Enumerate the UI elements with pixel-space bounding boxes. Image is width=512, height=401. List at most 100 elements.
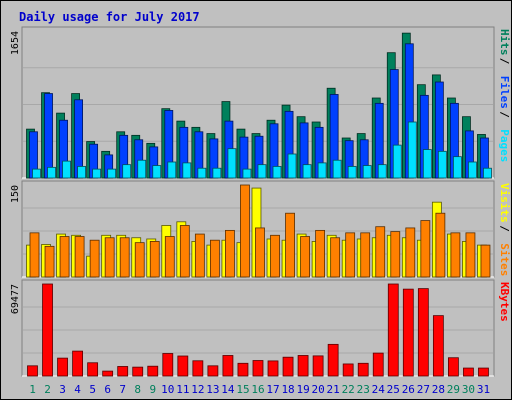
axis-max-label: 150 bbox=[10, 185, 21, 203]
bar-sites-day-16 bbox=[255, 227, 265, 278]
bar-sites-day-21 bbox=[330, 237, 341, 278]
day-label-23: 23 bbox=[357, 383, 370, 396]
bar-sites-day-20 bbox=[315, 229, 326, 278]
bar-kbytes-day-1 bbox=[27, 365, 38, 377]
bar-pages-day-2 bbox=[47, 166, 56, 179]
bar-kbytes-day-10 bbox=[162, 353, 174, 377]
bar-sites-day-1 bbox=[29, 232, 40, 278]
bar-sites-day-26 bbox=[405, 227, 416, 278]
bar-pages-day-26 bbox=[407, 121, 417, 179]
bar-sites-day-23 bbox=[360, 232, 371, 278]
bar-sites-day-8 bbox=[134, 242, 145, 278]
bar-pages-day-17 bbox=[272, 166, 282, 179]
legend-sites: Sites bbox=[498, 243, 511, 276]
bar-pages-day-13 bbox=[212, 167, 222, 179]
legend-visits: Visits bbox=[498, 183, 511, 223]
bar-kbytes-day-20 bbox=[312, 355, 324, 377]
day-label-19: 19 bbox=[296, 383, 309, 396]
bar-kbytes-day-5 bbox=[87, 362, 99, 377]
bar-sites-day-2 bbox=[44, 245, 55, 278]
bar-kbytes-day-9 bbox=[147, 365, 159, 377]
bar-pages-day-12 bbox=[197, 167, 207, 179]
bar-sites-day-30 bbox=[465, 232, 476, 278]
day-label-27: 27 bbox=[417, 383, 430, 396]
day-axis: 1 2 3 4 5 6 7 8 9 10 11 12 13 14 15 16 17 18 19 20 21 22 23 24 2… bbox=[29, 383, 490, 396]
bar-kbytes-day-21 bbox=[327, 343, 339, 377]
day-label-1: 1 bbox=[29, 383, 36, 396]
bar-pages-day-22 bbox=[347, 166, 357, 179]
bar-kbytes-day-2 bbox=[42, 283, 53, 377]
bar-kbytes-day-28 bbox=[432, 315, 444, 377]
legend-separator: / bbox=[498, 58, 511, 65]
bar-pages-day-20 bbox=[317, 162, 327, 179]
bar-pages-day-11 bbox=[182, 162, 192, 179]
bar-sites-day-14 bbox=[225, 229, 235, 278]
day-label-8: 8 bbox=[134, 383, 141, 396]
bar-pages-day-23 bbox=[362, 165, 372, 179]
day-label-30: 30 bbox=[462, 383, 475, 396]
bar-kbytes-day-29 bbox=[448, 357, 459, 377]
bar-sites-day-27 bbox=[420, 220, 431, 278]
bar-pages-day-24 bbox=[377, 164, 387, 179]
bar-kbytes-day-8 bbox=[132, 366, 144, 377]
bar-sites-day-13 bbox=[209, 239, 220, 278]
bar-sites-day-28 bbox=[435, 212, 446, 278]
bar-kbytes-day-17 bbox=[267, 360, 279, 377]
bar-sites-day-24 bbox=[375, 226, 386, 278]
bar-pages-day-5 bbox=[92, 168, 102, 179]
day-label-2: 2 bbox=[44, 383, 51, 396]
day-label-22: 22 bbox=[342, 383, 355, 396]
bar-kbytes-day-11 bbox=[177, 355, 189, 377]
bar-pages-day-19 bbox=[302, 164, 312, 179]
bar-sites-day-7 bbox=[119, 237, 130, 278]
bar-pages-day-4 bbox=[77, 166, 86, 179]
bar-kbytes-day-3 bbox=[57, 357, 68, 377]
day-label-26: 26 bbox=[402, 383, 415, 396]
bar-sites-day-5 bbox=[89, 239, 100, 278]
bar-pages-day-25 bbox=[392, 144, 402, 179]
bar-pages-day-7 bbox=[122, 164, 132, 179]
panel-border bbox=[21, 279, 495, 377]
day-label-9: 9 bbox=[149, 383, 156, 396]
legend-files: Files bbox=[498, 76, 511, 109]
bar-kbytes-day-4 bbox=[72, 350, 83, 377]
day-label-16: 16 bbox=[251, 383, 264, 396]
bar-kbytes-day-18 bbox=[282, 356, 294, 377]
legend-kbytes: KBytes bbox=[498, 282, 511, 322]
day-label-14: 14 bbox=[221, 383, 235, 396]
bar-pages-day-29 bbox=[453, 156, 462, 179]
bar-kbytes-day-6 bbox=[102, 370, 114, 377]
chart-title: Daily usage for July 2017 bbox=[19, 10, 200, 24]
legend-separator: / bbox=[498, 111, 511, 118]
day-label-28: 28 bbox=[432, 383, 445, 396]
bar-kbytes-day-31 bbox=[478, 367, 489, 377]
bar-kbytes-day-25 bbox=[387, 283, 399, 377]
day-label-20: 20 bbox=[312, 383, 325, 396]
day-label-11: 11 bbox=[176, 383, 189, 396]
bar-sites-day-15 bbox=[240, 184, 250, 278]
bar-pages-day-28 bbox=[437, 150, 447, 179]
bar-files-day-2 bbox=[44, 93, 53, 179]
bar-pages-day-6 bbox=[107, 168, 117, 179]
bar-pages-day-10 bbox=[167, 161, 177, 179]
bar-sites-day-3 bbox=[59, 236, 70, 278]
legend-hits: Hits bbox=[498, 29, 511, 56]
bar-kbytes-day-26 bbox=[402, 288, 414, 377]
bar-kbytes-day-23 bbox=[357, 362, 369, 377]
day-label-31: 31 bbox=[477, 383, 490, 396]
bar-sites-day-25 bbox=[390, 231, 401, 278]
bar-pages-day-21 bbox=[332, 159, 342, 179]
panel-hits-files-pages: 1654 Hits / Files / Pages bbox=[10, 26, 511, 179]
bar-sites-day-22 bbox=[345, 232, 356, 278]
day-label-4: 4 bbox=[74, 383, 81, 396]
bar-sites-day-6 bbox=[104, 237, 115, 278]
bar-kbytes-day-12 bbox=[192, 360, 204, 377]
bar-kbytes-day-7 bbox=[117, 366, 129, 377]
bar-kbytes-day-30 bbox=[463, 367, 474, 377]
bar-sites-day-29 bbox=[450, 232, 461, 278]
bar-kbytes-day-22 bbox=[342, 363, 354, 377]
day-label-15: 15 bbox=[236, 383, 249, 396]
bar-pages-day-15 bbox=[242, 168, 252, 179]
